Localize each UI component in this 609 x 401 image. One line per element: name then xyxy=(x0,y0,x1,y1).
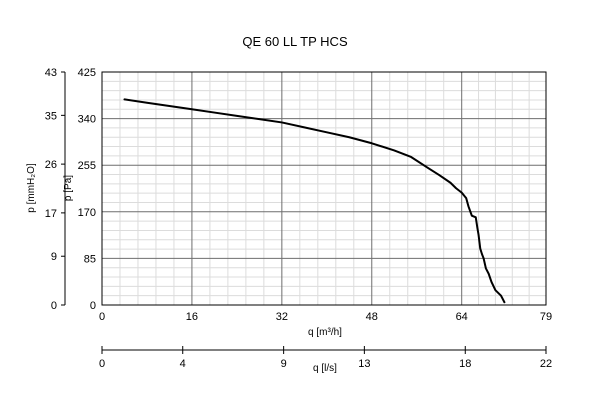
x2-tick-label: 22 xyxy=(540,358,552,370)
x-tick-label: 0 xyxy=(99,311,105,323)
series-layer xyxy=(123,98,506,304)
x2-tick-label: 4 xyxy=(180,358,186,370)
y-tick-label: 85 xyxy=(84,253,96,265)
x2-axis-label: q [l/s] xyxy=(313,363,337,374)
x2-tick-label: 13 xyxy=(358,358,370,370)
flow-ls-axis: 0 4 9 13 18 22 xyxy=(99,346,552,370)
y2-tick-label: 35 xyxy=(45,110,57,122)
x-axis-label: q [m³/h] xyxy=(308,327,342,338)
x2-tick-label: 18 xyxy=(459,358,471,370)
y2-tick-label: 26 xyxy=(45,159,57,171)
y2-tick-label: 17 xyxy=(45,208,57,220)
y-tick-label: 340 xyxy=(78,114,96,126)
x-tick-label: 64 xyxy=(456,311,468,323)
y-tick-label: 170 xyxy=(78,207,96,219)
y2-tick-label: 0 xyxy=(51,300,57,312)
x-tick-label: 48 xyxy=(366,311,378,323)
x-tick-label: 79 xyxy=(540,311,552,323)
plot-frame xyxy=(101,71,547,306)
series-line xyxy=(123,98,506,304)
x-tick-label: 32 xyxy=(276,311,288,323)
y2-axis-label: p [mmH₂O] xyxy=(26,163,37,213)
y-tick-label: 425 xyxy=(78,67,96,79)
x2-tick-label: 0 xyxy=(99,358,105,370)
x-tick-label: 16 xyxy=(186,311,198,323)
major-grid xyxy=(101,71,547,306)
chart-title: QE 60 LL TP HCS xyxy=(242,34,348,49)
y-tick-label: 0 xyxy=(90,300,96,312)
pressure-pa-axis: 0 85 170 255 340 425 xyxy=(78,67,96,312)
y2-tick-label: 9 xyxy=(51,251,57,263)
minor-grid xyxy=(102,72,546,305)
pressure-mmh2o-axis: 0 9 17 26 35 43 xyxy=(45,67,66,312)
y-tick-label: 255 xyxy=(78,160,96,172)
y-axis-label: p [Pa] xyxy=(63,175,74,201)
x2-tick-label: 9 xyxy=(281,358,287,370)
y2-tick-label: 43 xyxy=(45,67,57,79)
flow-m3h-axis: 0 16 32 48 64 79 xyxy=(99,311,552,323)
